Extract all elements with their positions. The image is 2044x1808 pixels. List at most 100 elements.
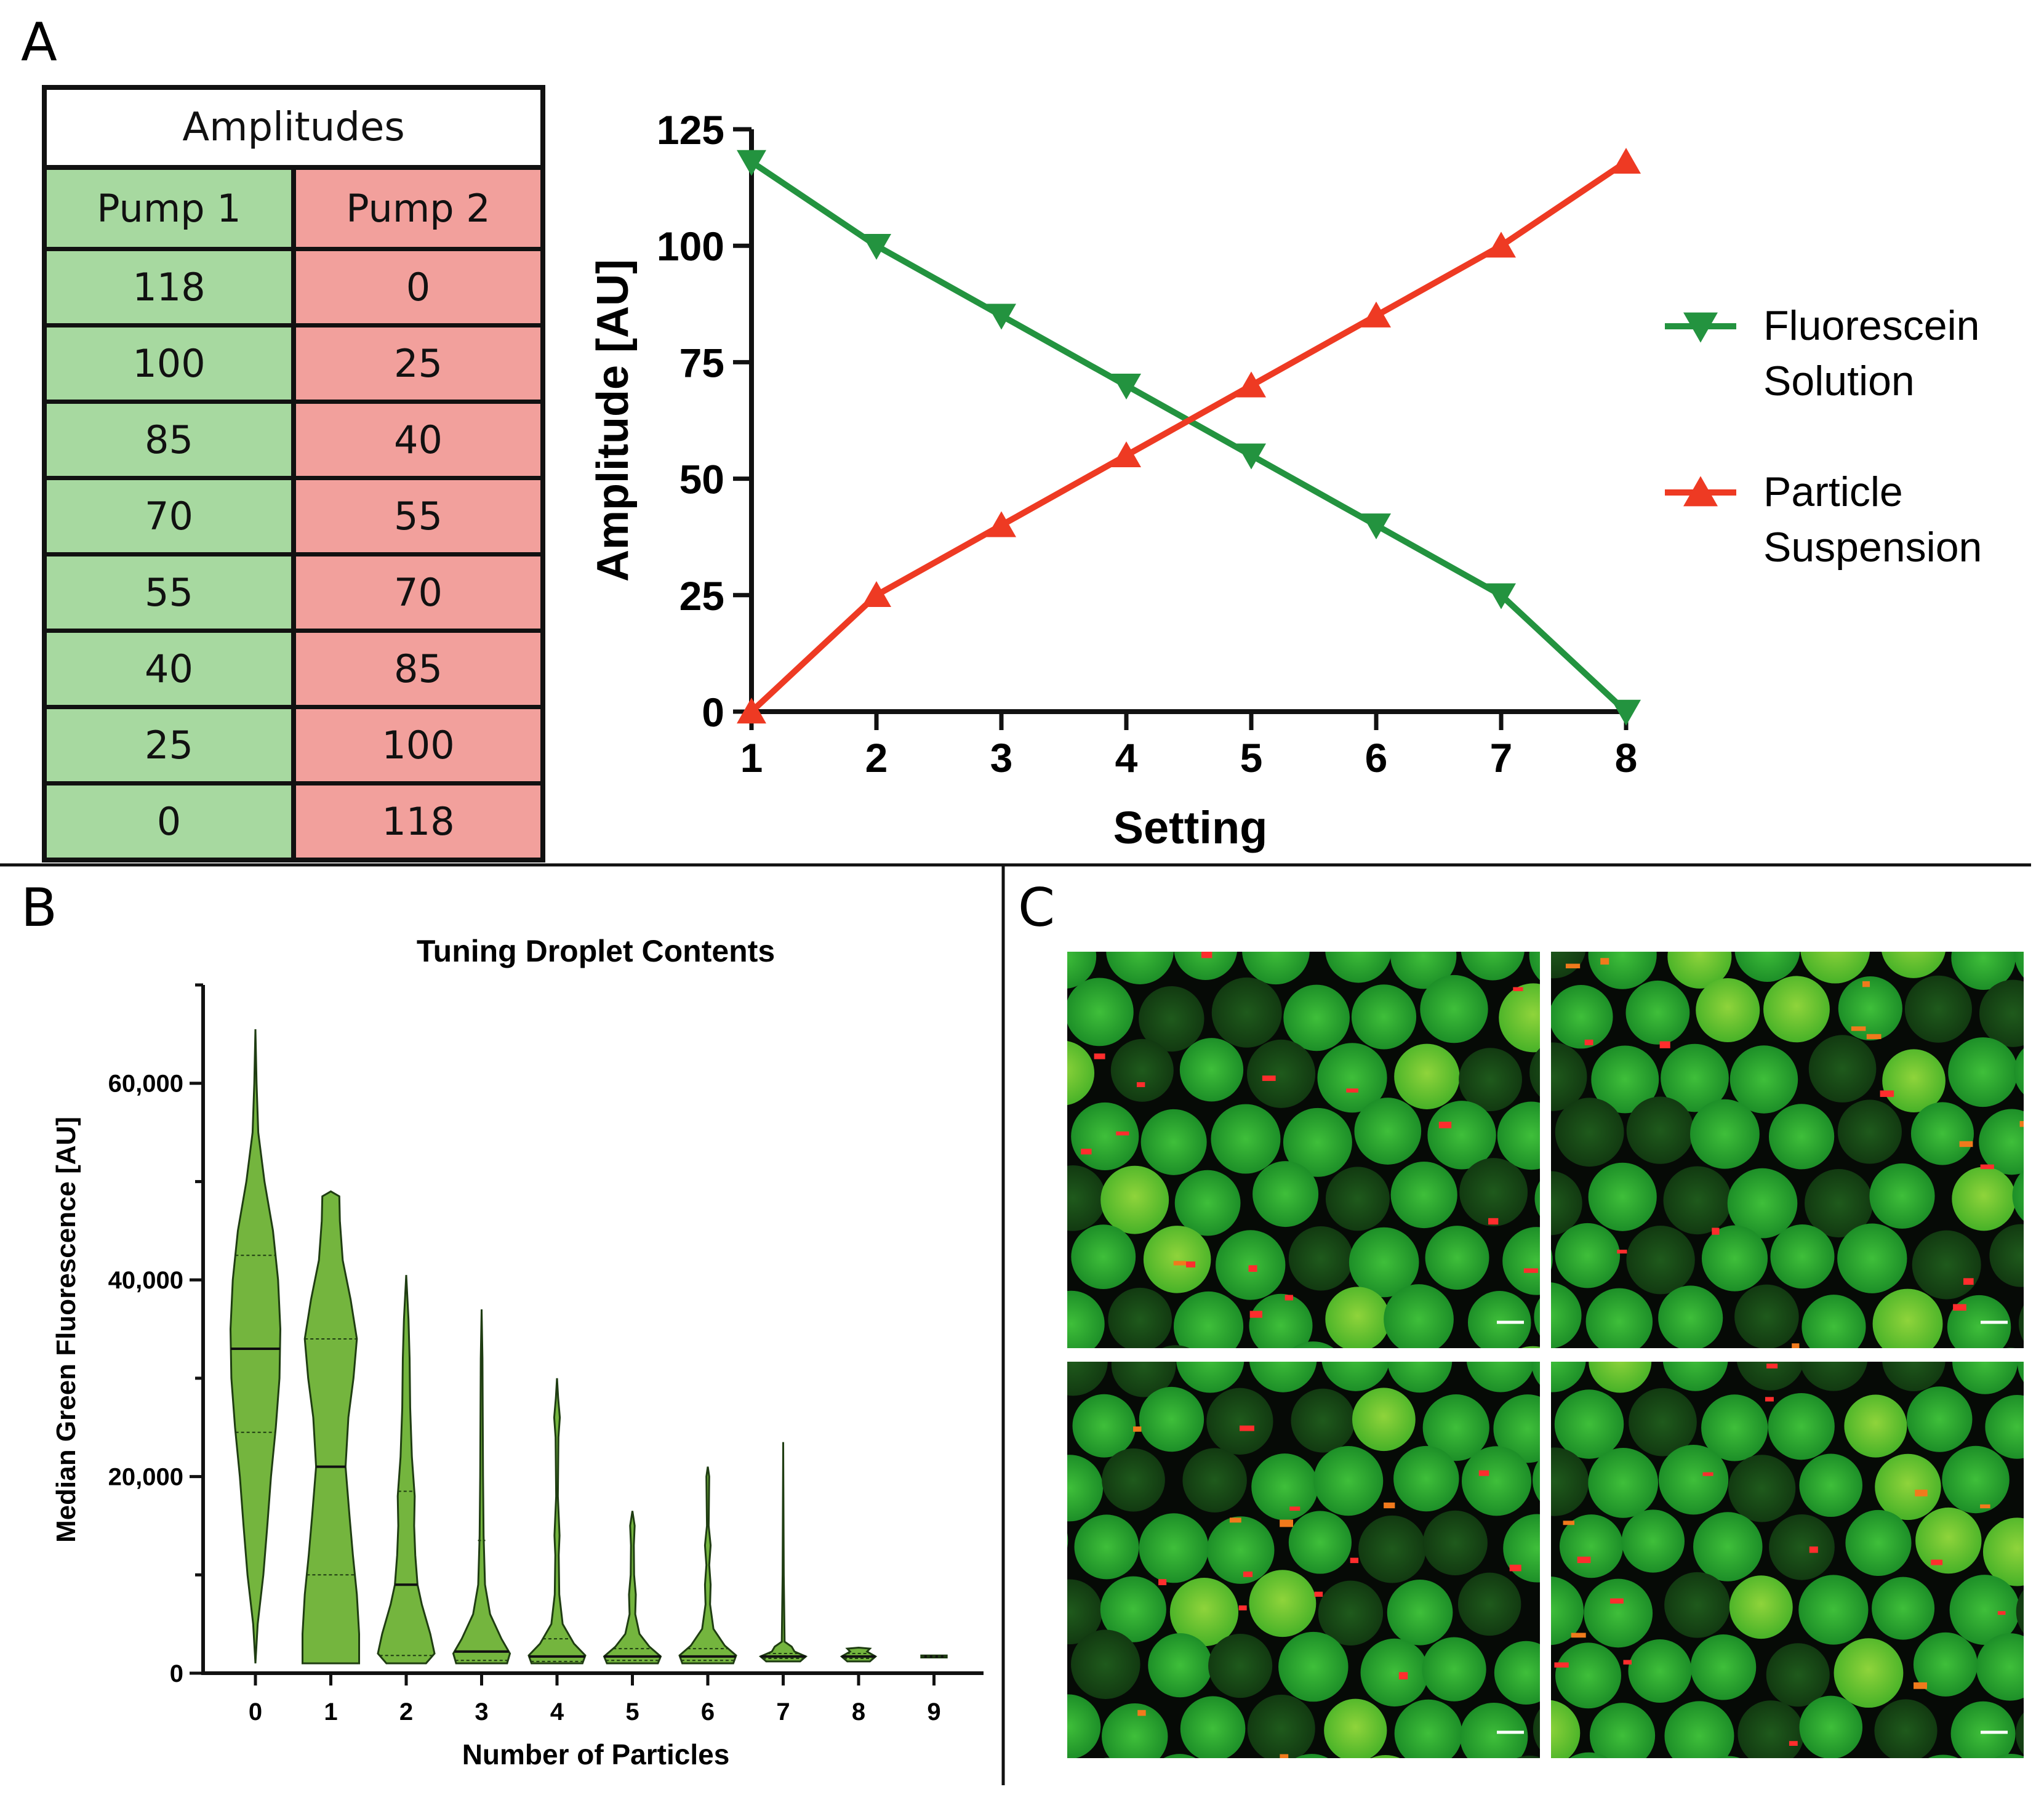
particle <box>1229 1517 1241 1523</box>
y-tick-label: 25 <box>679 573 724 619</box>
panel-label-c: C <box>1018 877 1055 939</box>
violin-chart-title: Tuning Droplet Contents <box>417 934 775 968</box>
pump-2-cell: 40 <box>296 404 540 476</box>
droplet <box>1952 1362 2018 1394</box>
droplet <box>1360 1638 1429 1707</box>
droplet <box>1180 1696 1246 1758</box>
droplet <box>1770 1224 1835 1289</box>
droplet <box>1422 1510 1488 1576</box>
droplet <box>1979 979 2024 1047</box>
droplet <box>2017 1362 2024 1383</box>
droplet <box>1162 1345 1190 1348</box>
droplet <box>1628 1639 1692 1703</box>
droplet <box>1251 1453 1318 1521</box>
table-row: 0 118 <box>47 785 540 858</box>
droplet <box>1108 1287 1172 1348</box>
amplitudes-table: Amplitudes Pump 1 Pump 2 118 0 100 25 85 40… <box>42 85 545 862</box>
droplet <box>2012 1170 2024 1221</box>
droplet <box>1000 974 1065 1040</box>
data-point <box>1486 583 1516 609</box>
droplet <box>1291 1388 1355 1453</box>
droplet <box>1102 1448 1165 1512</box>
droplet <box>1111 1362 1176 1397</box>
droplet <box>1802 1295 1866 1348</box>
droplet <box>1427 1101 1496 1170</box>
droplet <box>1727 1168 1798 1239</box>
droplet <box>1067 1533 1068 1548</box>
droplet <box>1106 952 1174 984</box>
droplet <box>1664 1572 1730 1638</box>
y-tick-label: 0 <box>170 1660 183 1687</box>
particle <box>1478 1470 1489 1476</box>
droplet <box>1769 1514 1835 1580</box>
table-row: 40 85 <box>47 633 540 709</box>
droplet <box>1288 1511 1352 1574</box>
droplet <box>1459 1048 1522 1112</box>
droplet <box>1838 976 1902 1041</box>
droplet <box>2014 1048 2024 1095</box>
droplet <box>1872 1288 1943 1348</box>
droplet <box>1976 1633 2024 1701</box>
particle <box>1931 1559 1943 1565</box>
particle <box>2019 1121 2024 1127</box>
x-tick-label: 1 <box>324 1698 337 1726</box>
droplet <box>1169 1578 1239 1647</box>
droplet <box>1621 1509 1685 1573</box>
droplet <box>1249 1293 1313 1348</box>
particle <box>1238 1605 1247 1610</box>
particle <box>1262 1075 1276 1081</box>
droplet <box>1067 1455 1104 1522</box>
violin-body <box>840 1646 878 1663</box>
droplet <box>1693 1512 1763 1581</box>
droplet <box>1942 1445 2010 1514</box>
table-row: 25 100 <box>47 709 540 785</box>
droplet <box>1625 980 1690 1045</box>
droplet <box>968 1449 1035 1516</box>
droplet <box>1701 1394 1768 1461</box>
droplet <box>1949 1575 2020 1645</box>
droplet <box>1425 1226 1489 1290</box>
droplet <box>1982 1517 2024 1586</box>
x-tick-label: 7 <box>1490 735 1513 781</box>
droplet <box>1869 1163 1935 1229</box>
droplet <box>1295 1754 1328 1758</box>
pump-2-cell: 0 <box>296 251 540 323</box>
droplet <box>1502 1227 1540 1295</box>
particle <box>1438 1122 1452 1128</box>
x-tick-label: 8 <box>852 1698 865 1726</box>
particle <box>1866 1034 1882 1039</box>
droplet <box>1551 1171 1582 1235</box>
droplet <box>1493 1394 1540 1463</box>
droplet <box>959 1696 1022 1759</box>
particle <box>1289 1506 1301 1511</box>
droplet <box>1529 952 1540 981</box>
particle <box>1350 1557 1359 1564</box>
header-pump-2: Pump 2 <box>296 170 540 247</box>
droplet <box>1071 1224 1136 1289</box>
particle <box>1712 1227 1720 1235</box>
violin-body <box>377 1275 436 1665</box>
droplet <box>1067 978 1134 1047</box>
droplet <box>1696 978 1760 1043</box>
droplet <box>1494 1641 1540 1705</box>
y-tick-label: 60,000 <box>108 1071 183 1098</box>
y-tick-label: 50 <box>679 457 724 502</box>
data-point <box>737 697 766 724</box>
pump-2-cell: 70 <box>296 556 540 629</box>
particle <box>1523 1268 1539 1273</box>
droplet <box>1110 1039 1174 1102</box>
droplet <box>1324 1698 1387 1758</box>
droplet <box>1349 1227 1419 1298</box>
droplet <box>1216 1230 1286 1300</box>
data-point <box>862 581 891 607</box>
droplet <box>1394 1043 1460 1109</box>
particle <box>1384 1502 1395 1509</box>
legend-label: Suspension <box>1763 524 1982 571</box>
droplet <box>1427 1763 1491 1808</box>
particle <box>1789 1741 1798 1746</box>
droplet <box>1216 853 1280 917</box>
droplet <box>1566 864 1631 928</box>
particle <box>1959 1141 1973 1147</box>
droplet <box>1989 1224 2024 1287</box>
droplet <box>1589 1362 1652 1393</box>
